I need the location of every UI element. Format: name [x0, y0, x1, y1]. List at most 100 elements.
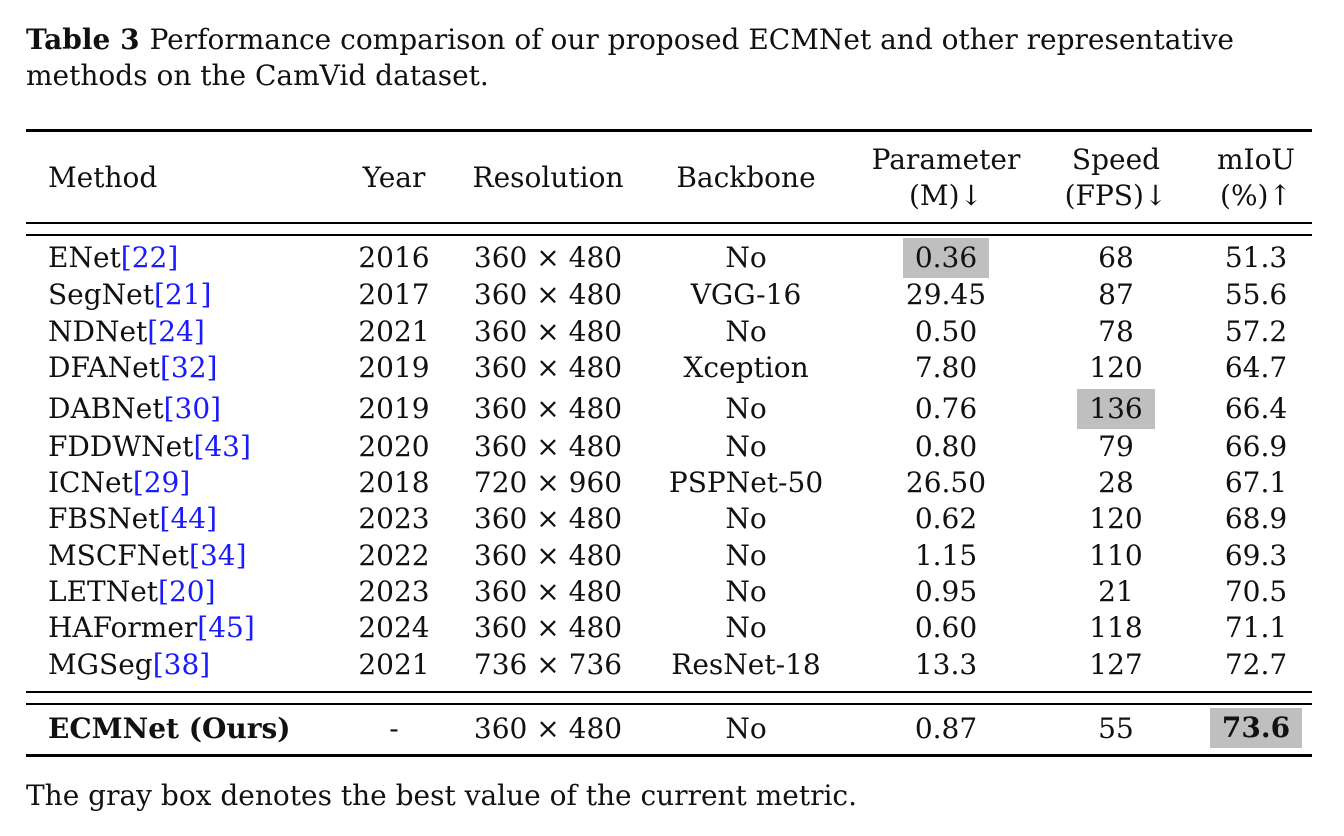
backbone: ResNet-18: [671, 648, 821, 681]
backbone: No: [725, 611, 767, 644]
table-row: HAFormer [45] 2024 360 × 480 No 0.60 118 71.1: [26, 609, 1312, 646]
year: 2024: [358, 611, 430, 644]
table-row: SegNet [21] 2017 360 × 480 VGG-16 29.45 87 55.6: [26, 276, 1312, 313]
speed: 87: [1098, 278, 1134, 311]
speed-cell: 68: [1056, 239, 1176, 276]
method-name: ENet: [48, 241, 121, 274]
speed-cell: 87: [1056, 276, 1176, 313]
miou: 67.1: [1224, 466, 1288, 499]
method-cell: FDDWNet [43]: [48, 428, 348, 465]
citation-link[interactable]: [44]: [159, 502, 217, 535]
ours-backbone: No: [725, 711, 767, 745]
speed-cell: 110: [1056, 537, 1176, 574]
resolution: 720 × 960: [473, 466, 623, 499]
param-cell: 0.62: [856, 500, 1036, 537]
citation-link[interactable]: [22]: [120, 241, 179, 274]
ours-row: ECMNet (Ours) - 360 × 480 No 0.87 55 73.…: [26, 708, 1312, 748]
citation-link[interactable]: [30]: [163, 392, 222, 425]
param: 26.50: [905, 466, 987, 499]
miou-cell: 71.1: [1196, 609, 1316, 646]
miou: 66.4: [1224, 392, 1288, 425]
year: 2019: [358, 351, 430, 384]
resolution: 360 × 480: [473, 539, 623, 572]
backbone: No: [725, 315, 767, 348]
backbone: VGG-16: [690, 278, 802, 311]
method-cell: HAFormer [45]: [48, 609, 348, 646]
param: 0.50: [914, 315, 978, 348]
resolution: 360 × 480: [473, 315, 623, 348]
resolution-cell: 360 × 480: [456, 573, 640, 610]
method-name: HAFormer: [48, 611, 198, 644]
year: 2020: [358, 430, 430, 463]
resolution: 360 × 480: [473, 392, 623, 425]
param-cell: 29.45: [856, 276, 1036, 313]
speed: 28: [1098, 466, 1134, 499]
header-speed-line2: (FPS)↓: [1064, 179, 1168, 212]
header-year: Year: [362, 161, 426, 194]
resolution-cell: 360 × 480: [456, 537, 640, 574]
ours-miou-cell: 73.6: [1196, 708, 1316, 748]
citation-link[interactable]: [43]: [193, 430, 251, 463]
miou-cell: 57.2: [1196, 313, 1316, 350]
method-name: DFANet: [48, 351, 160, 384]
backbone-cell: No: [656, 390, 836, 427]
citation-link[interactable]: [32]: [160, 351, 218, 384]
miou: 71.1: [1224, 611, 1288, 644]
resolution: 360 × 480: [473, 611, 623, 644]
ours-year: -: [389, 711, 399, 745]
miou-cell: 69.3: [1196, 537, 1316, 574]
citation-link[interactable]: [21]: [154, 278, 212, 311]
method-name: DABNet: [48, 392, 164, 425]
year: 2016: [358, 241, 430, 274]
speed-cell: 28: [1056, 464, 1176, 501]
method-name: LETNet: [48, 575, 159, 608]
speed: 120: [1089, 351, 1143, 384]
method-cell: DFANet [32]: [48, 349, 348, 386]
backbone-cell: ResNet-18: [656, 646, 836, 683]
header-parameter-line2: (M)↓: [909, 179, 983, 212]
year-cell: 2020: [344, 428, 444, 465]
speed: 110: [1089, 539, 1143, 572]
table-label: Table 3: [26, 23, 140, 56]
citation-link[interactable]: [29]: [132, 466, 191, 499]
speed: 79: [1098, 430, 1134, 463]
ours-resolution: 360 × 480: [473, 711, 623, 745]
param-cell: 13.3: [856, 646, 1036, 683]
header-miou: mIoU (%)↑: [1196, 140, 1316, 216]
param-cell: 0.95: [856, 573, 1036, 610]
header-parameter-line1: Parameter: [871, 143, 1021, 176]
header-backbone: Backbone: [676, 161, 816, 194]
resolution-cell: 360 × 480: [456, 239, 640, 276]
miou-cell: 66.9: [1196, 428, 1316, 465]
year: 2021: [358, 648, 430, 681]
param-cell: 0.50: [856, 313, 1036, 350]
citation-link[interactable]: [38]: [152, 648, 211, 681]
ours-speed: 55: [1098, 711, 1134, 745]
citation-link[interactable]: [24]: [147, 315, 205, 348]
method-cell: FBSNet [44]: [48, 500, 348, 537]
method-name: MSCFNet: [48, 539, 190, 572]
table-row: DABNet [30] 2019 360 × 480 No 0.76 136 66.4: [26, 388, 1312, 429]
speed: 21: [1098, 575, 1134, 608]
year-cell: 2021: [344, 646, 444, 683]
backbone: No: [725, 430, 767, 463]
speed-cell: 136: [1056, 388, 1176, 429]
top-rule: [26, 129, 1312, 132]
ours-param: 0.87: [914, 711, 978, 745]
ours-method: ECMNet (Ours): [48, 711, 291, 745]
speed: 118: [1089, 611, 1143, 644]
year: 2023: [358, 502, 430, 535]
method-name: ICNet: [48, 466, 133, 499]
miou-cell: 68.9: [1196, 500, 1316, 537]
citation-link[interactable]: [20]: [158, 575, 216, 608]
citation-link[interactable]: [34]: [189, 539, 247, 572]
backbone: Xception: [683, 351, 809, 384]
miou: 72.7: [1224, 648, 1288, 681]
backbone: No: [725, 392, 767, 425]
citation-link[interactable]: [45]: [197, 611, 255, 644]
param: 7.80: [914, 351, 978, 384]
miou-cell: 55.6: [1196, 276, 1316, 313]
backbone: No: [725, 539, 767, 572]
resolution-cell: 736 × 736: [456, 646, 640, 683]
resolution-cell: 360 × 480: [456, 390, 640, 427]
